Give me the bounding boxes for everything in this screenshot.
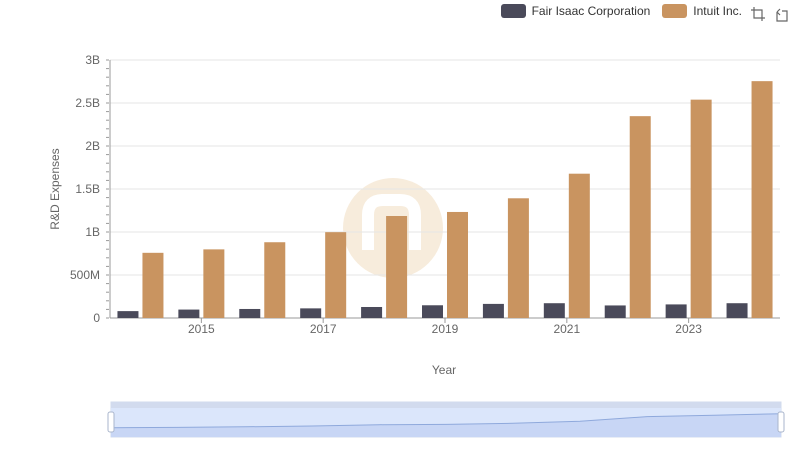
toolbox bbox=[750, 6, 790, 22]
bar-fair-isaac-2024[interactable] bbox=[726, 303, 748, 318]
x-tick-label: 2015 bbox=[188, 322, 215, 336]
data-zoom-slider[interactable] bbox=[107, 401, 785, 438]
bar-fair-isaac-2015[interactable] bbox=[178, 309, 200, 318]
bar-fair-isaac-2023[interactable] bbox=[665, 304, 687, 318]
bar-intuit-2018[interactable] bbox=[386, 216, 408, 318]
bar-intuit-2017[interactable] bbox=[325, 232, 347, 318]
bar-fair-isaac-2021[interactable] bbox=[543, 303, 565, 318]
x-tick-label: 2023 bbox=[675, 322, 702, 336]
x-axis-label: Year bbox=[432, 363, 456, 377]
legend-item-fair-isaac[interactable]: Fair Isaac Corporation bbox=[500, 4, 651, 18]
y-tick-label: 3B bbox=[85, 53, 100, 67]
y-tick-label: 1B bbox=[85, 225, 100, 239]
bar-intuit-2015[interactable] bbox=[203, 249, 225, 318]
legend-swatch bbox=[662, 4, 688, 18]
y-axis: 0 500M 1B 1.5B 2B 2.5B 3B bbox=[70, 53, 111, 325]
x-tick-label: 2017 bbox=[310, 322, 337, 336]
legend-label: Intuit Inc. bbox=[693, 4, 742, 18]
bar-fair-isaac-2014[interactable] bbox=[117, 311, 139, 318]
y-tick-label: 1.5B bbox=[75, 182, 100, 196]
bar-intuit-2021[interactable] bbox=[568, 173, 590, 318]
x-tick-label: 2021 bbox=[553, 322, 580, 336]
watermark-mark bbox=[362, 194, 421, 250]
zoom-handle-right[interactable] bbox=[777, 411, 785, 433]
restore-icon[interactable] bbox=[774, 6, 790, 22]
legend-label: Fair Isaac Corporation bbox=[531, 4, 651, 18]
bars bbox=[117, 81, 773, 319]
legend-swatch bbox=[500, 4, 526, 18]
y-axis-label: R&D Expenses bbox=[48, 148, 62, 229]
bar-intuit-2020[interactable] bbox=[507, 198, 529, 318]
bar-fair-isaac-2017[interactable] bbox=[300, 308, 322, 318]
bar-intuit-2019[interactable] bbox=[447, 211, 468, 318]
bar-intuit-2014[interactable] bbox=[142, 252, 164, 318]
bar-fair-isaac-2016[interactable] bbox=[239, 308, 261, 318]
bar-intuit-2024[interactable] bbox=[751, 81, 773, 318]
legend-item-intuit[interactable]: Intuit Inc. bbox=[662, 4, 742, 18]
zoom-preview-line bbox=[110, 413, 782, 429]
zoom-icon[interactable] bbox=[750, 6, 766, 22]
bar-intuit-2022[interactable] bbox=[629, 116, 651, 319]
bar-intuit-2016[interactable] bbox=[264, 242, 286, 318]
bar-fair-isaac-2019[interactable] bbox=[422, 305, 443, 318]
y-tick-label: 500M bbox=[70, 268, 100, 282]
y-tick-label: 0 bbox=[93, 311, 100, 325]
bar-intuit-2023[interactable] bbox=[690, 99, 712, 318]
x-tick-label: 2019 bbox=[432, 322, 459, 336]
x-axis: 2015 2017 2019 2021 2023 bbox=[110, 317, 780, 336]
bar-fair-isaac-2022[interactable] bbox=[604, 305, 626, 318]
bar-fair-isaac-2018[interactable] bbox=[361, 306, 383, 318]
zoom-top-bar[interactable] bbox=[111, 402, 781, 408]
zoom-preview-area bbox=[111, 413, 781, 437]
legend: Fair Isaac Corporation Intuit Inc. bbox=[500, 4, 742, 18]
y-tick-label: 2B bbox=[85, 139, 100, 153]
y-tick-label: 2.5B bbox=[75, 96, 100, 110]
zoom-handle-left[interactable] bbox=[107, 411, 115, 433]
bar-fair-isaac-2020[interactable] bbox=[482, 303, 504, 318]
